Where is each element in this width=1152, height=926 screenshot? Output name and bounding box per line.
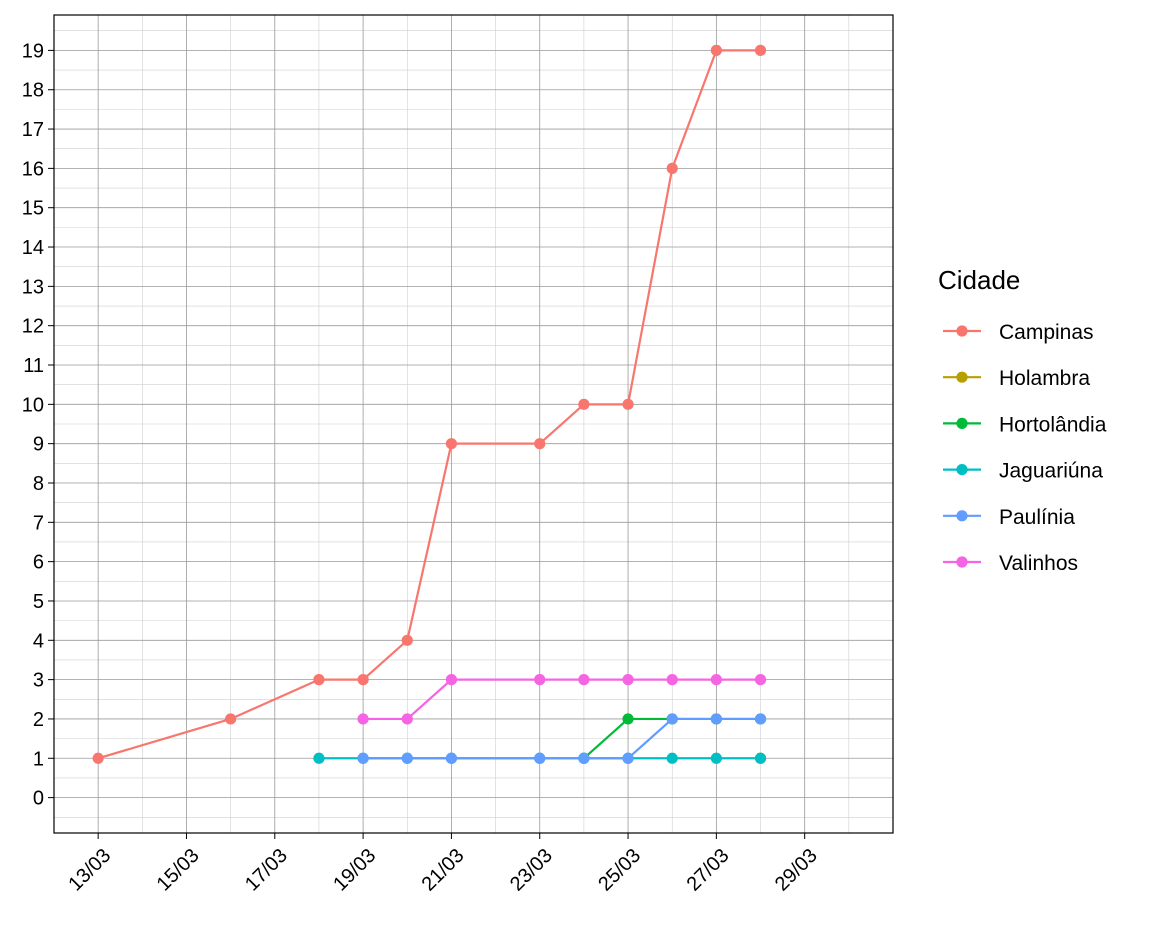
legend-item: Holambra: [943, 367, 1090, 390]
data-point-paulínia: [710, 713, 722, 725]
data-point-valinhos: [578, 674, 590, 686]
data-point-campinas: [622, 398, 634, 410]
data-point-campinas: [401, 634, 413, 646]
legend-item: Jaguariúna: [943, 460, 1103, 483]
data-point-hortolândia: [622, 713, 634, 725]
legend-key-point: [956, 510, 968, 522]
data-point-valinhos: [666, 674, 678, 686]
y-tick-label: 10: [22, 394, 44, 416]
legend-key-point: [956, 371, 968, 383]
data-point-campinas: [445, 438, 458, 450]
data-point-campinas: [92, 752, 104, 764]
x-tick-label: 25/03: [594, 845, 645, 896]
legend-label: Hortolândia: [999, 413, 1107, 436]
data-point-valinhos: [754, 674, 767, 686]
data-point-valinhos: [710, 674, 722, 686]
data-point-campinas: [357, 674, 369, 686]
data-point-paulínia: [401, 752, 413, 764]
y-tick-label: 17: [22, 119, 44, 141]
y-tick-label: 16: [22, 158, 44, 180]
data-point-campinas: [313, 674, 325, 686]
data-point-paulínia: [445, 752, 458, 764]
data-point-paulínia: [622, 752, 634, 764]
legend-item: Paulínia: [943, 506, 1075, 529]
x-tick-label: 21/03: [418, 845, 469, 896]
legend-items: Campinas Holambra Hortolândia Jaguariúna Pau…: [943, 321, 1107, 575]
data-point-campinas: [710, 44, 722, 56]
x-tick-label: 23/03: [506, 845, 557, 896]
minor-gridlines: [53, 15, 893, 833]
x-axis: 13/03 15/03 17/03 19/03 21/03 23/03 25/03 27/03…: [64, 833, 822, 896]
y-tick-label: 3: [33, 670, 44, 692]
data-point-paulínia: [357, 752, 369, 764]
y-tick-label: 9: [33, 434, 44, 456]
major-gridlines: [54, 15, 893, 833]
legend-key-point: [956, 464, 968, 476]
legend-label: Campinas: [999, 321, 1094, 344]
data-point-valinhos: [622, 674, 634, 686]
data-point-campinas: [754, 44, 767, 56]
data-point-valinhos: [534, 674, 546, 686]
data-point-paulínia: [666, 713, 678, 725]
data-point-campinas: [225, 713, 237, 725]
legend-key-point: [956, 417, 968, 429]
y-tick-label: 7: [33, 512, 44, 534]
data-point-jaguariúna: [710, 752, 722, 764]
y-tick-label: 5: [33, 591, 44, 613]
y-tick-label: 14: [22, 237, 44, 259]
legend-item: Hortolândia: [943, 413, 1107, 436]
data-point-campinas: [578, 398, 590, 410]
x-tick-label: 27/03: [683, 845, 734, 896]
data-point-jaguariúna: [313, 752, 325, 764]
data-point-valinhos: [357, 713, 369, 725]
y-tick-label: 1: [33, 748, 44, 770]
data-point-valinhos: [401, 713, 413, 725]
legend-label: Jaguariúna: [999, 460, 1103, 483]
y-tick-label: 19: [22, 40, 44, 62]
legend-title: Cidade: [938, 265, 1020, 295]
data-point-paulínia: [578, 752, 590, 764]
data-point-campinas: [666, 162, 678, 174]
y-tick-label: 12: [22, 316, 44, 338]
plot-panel-border: [53, 14, 894, 834]
x-tick-label: 19/03: [329, 845, 380, 896]
legend-label: Valinhos: [999, 552, 1078, 575]
data-point-paulínia: [754, 713, 767, 725]
y-tick-label: 2: [33, 709, 44, 731]
y-tick-label: 0: [33, 788, 44, 810]
data-point-jaguariúna: [666, 752, 678, 764]
legend-key-point: [956, 325, 968, 337]
data-point-jaguariúna: [754, 752, 767, 764]
y-tick-label: 6: [33, 552, 44, 574]
y-tick-label: 18: [22, 80, 44, 102]
data-point-paulínia: [534, 752, 546, 764]
x-tick-label: 13/03: [64, 845, 115, 896]
legend-label: Paulínia: [999, 506, 1075, 529]
y-tick-label: 15: [22, 198, 44, 220]
legend-key-point: [956, 556, 968, 568]
x-tick-label: 17/03: [241, 845, 292, 896]
series-lines: [97, 49, 761, 760]
legend: Cidade Campinas Holambra Hortolândia Jaguar…: [938, 265, 1107, 575]
data-point-campinas: [534, 438, 546, 450]
data-point-valinhos: [445, 674, 458, 686]
x-tick-label: 29/03: [771, 845, 822, 896]
y-tick-label: 8: [33, 473, 44, 495]
y-tick-label: 4: [33, 630, 44, 652]
series-points: [92, 44, 767, 764]
y-tick-label: 11: [23, 355, 44, 377]
y-tick-label: 13: [22, 276, 44, 298]
legend-label: Holambra: [999, 367, 1090, 390]
legend-item: Campinas: [943, 321, 1094, 344]
series-line-campinas: [97, 49, 761, 760]
legend-item: Valinhos: [943, 552, 1078, 575]
x-tick-label: 15/03: [153, 845, 204, 896]
